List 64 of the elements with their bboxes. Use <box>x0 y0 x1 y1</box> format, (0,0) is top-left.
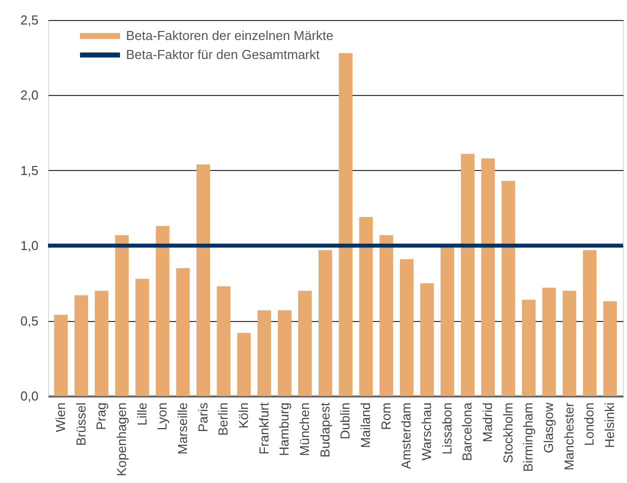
x-tick-label: London <box>582 402 597 446</box>
bar <box>196 164 210 396</box>
bar <box>156 226 170 396</box>
legend-label: Beta-Faktoren der einzelnen Märkte <box>126 28 334 43</box>
x-tick-label: Madrid <box>480 402 496 442</box>
bar <box>318 250 332 396</box>
x-tick-label: Budapest <box>317 402 332 458</box>
bar <box>542 288 556 396</box>
y-tick-label: 2,0 <box>20 88 38 103</box>
x-tick-label: Birmingham <box>520 402 536 472</box>
x-tick-label: Manchester <box>561 402 576 470</box>
x-tick-label: Mailand <box>358 402 374 448</box>
bar <box>216 286 230 396</box>
bar <box>400 259 414 396</box>
bar <box>603 301 617 396</box>
x-tick-label: Warschau <box>419 402 434 461</box>
y-tick-label: 1,5 <box>20 162 38 178</box>
x-tick-label: Lyon <box>154 402 170 430</box>
x-tick-label: Lille <box>134 402 150 426</box>
bar <box>502 180 516 396</box>
bar <box>460 154 475 396</box>
x-tick-label: Marseille <box>174 402 190 455</box>
x-tick-label: Lissabon <box>439 402 454 455</box>
y-tick-label: 2,5 <box>20 12 38 28</box>
bar <box>522 300 536 396</box>
bar <box>54 314 68 396</box>
x-tick-label: Kopenhagen <box>114 402 129 476</box>
x-tick-label: Barcelona <box>460 402 475 462</box>
y-tick-label: 1,0 <box>20 238 38 254</box>
x-tick-label: Dublin <box>338 402 353 440</box>
x-tick-label: Stockholm <box>500 402 516 464</box>
y-tick-label: 0,5 <box>20 313 38 328</box>
bar <box>481 158 495 396</box>
bar <box>115 235 129 396</box>
x-tick-label: Paris <box>195 402 210 432</box>
x-tick-label: Wien <box>52 402 68 432</box>
bar <box>74 295 88 396</box>
x-tick-label: Frankfurt <box>256 402 272 455</box>
bar <box>298 290 312 396</box>
x-tick-label: Prag <box>94 402 109 430</box>
bar <box>380 235 394 396</box>
x-tick-label: München <box>296 402 312 456</box>
bar <box>237 332 251 396</box>
x-tick-label: Berlin <box>216 402 231 436</box>
bar <box>440 247 454 396</box>
bar <box>582 250 597 396</box>
bar <box>135 278 150 396</box>
x-tick-label: Rom <box>378 402 394 430</box>
x-tick-label: Köln <box>236 402 251 429</box>
bar <box>176 268 190 396</box>
y-tick-label: 0,0 <box>20 388 38 404</box>
x-tick-label: Hamburg <box>276 402 292 456</box>
bar <box>338 53 352 396</box>
bar <box>359 217 373 396</box>
bar <box>562 290 576 396</box>
legend-label: Beta-Faktor für den Gesamtmarkt <box>126 47 320 62</box>
bar <box>94 290 108 396</box>
x-tick-label: Glasgow <box>541 402 556 454</box>
x-tick-label: Helsinki <box>602 402 618 448</box>
bar <box>420 283 434 396</box>
bar <box>278 310 292 396</box>
x-tick-label: Amsterdam <box>398 402 414 469</box>
bar <box>258 310 272 396</box>
x-tick-label: Brüssel <box>73 402 88 446</box>
